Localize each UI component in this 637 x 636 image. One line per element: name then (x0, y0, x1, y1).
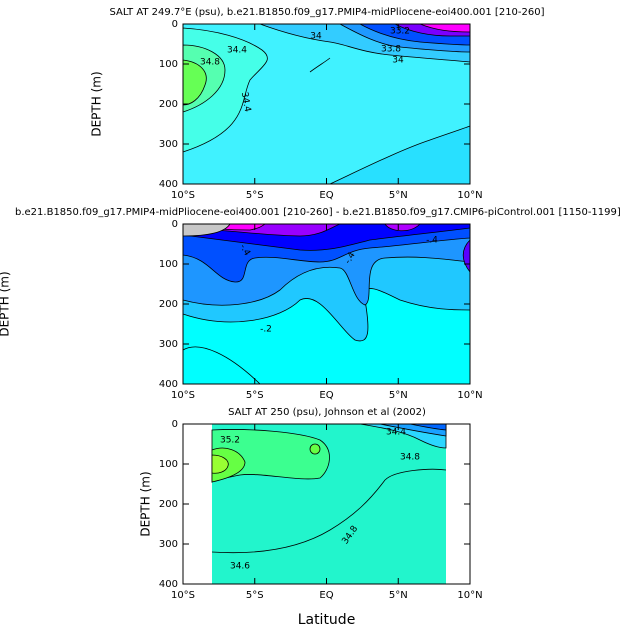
y-tick-label: 0 (172, 419, 178, 430)
x-tick-label: EQ (319, 590, 333, 601)
x-axis-label: Latitude (298, 612, 356, 628)
panel-3-fill (211, 423, 447, 584)
x-tick-label: 5°S (246, 590, 264, 601)
y-tick-label: 300 (159, 139, 178, 150)
y-tick-label: 100 (159, 459, 178, 470)
y-axis-label: DEPTH (m) (139, 471, 153, 536)
x-tick-label: 10°N (457, 190, 482, 201)
chart-title: SALT AT 250 (psu), Johnson et al (2002) (228, 407, 426, 418)
y-tick-label: 0 (172, 19, 178, 30)
y-tick-label: 0 (172, 219, 178, 230)
x-tick-label: EQ (319, 190, 333, 201)
panel-1-fill (182, 23, 471, 185)
x-tick-label: 10°N (457, 590, 482, 601)
contour-label: 33.8 (381, 45, 401, 55)
chart-title: b.e21.B1850.f09_g17.PMIP4-midPliocene-eo… (15, 207, 621, 218)
x-tick-label: 5°S (246, 190, 264, 201)
y-tick-label: 300 (159, 539, 178, 550)
y-tick-label: 300 (159, 339, 178, 350)
y-tick-label: 100 (159, 59, 178, 70)
x-tick-label: 10°N (457, 390, 482, 401)
panel-2-fill (182, 223, 471, 385)
contour-label: 34 (310, 32, 322, 42)
contour-label: 34.6 (230, 562, 250, 572)
y-tick-label: 400 (159, 579, 178, 590)
contour-label: 34 (392, 56, 404, 66)
contour-label: 34.4 (239, 91, 252, 113)
x-tick-label: 5°N (389, 190, 408, 201)
y-tick-label: 100 (159, 259, 178, 270)
x-tick-label: 10°S (171, 590, 195, 601)
y-axis-label: DEPTH (m) (90, 71, 104, 136)
y-tick-label: 400 (159, 379, 178, 390)
x-tick-label: 10°S (171, 190, 195, 201)
x-tick-label: 5°N (389, 590, 408, 601)
contour-label: 34.8 (400, 453, 420, 463)
y-tick-label: 200 (159, 299, 178, 310)
contour-label: 35.2 (220, 436, 240, 446)
x-tick-label: EQ (319, 390, 333, 401)
chart-title: SALT AT 249.7°E (psu), b.e21.B1850.f09_g… (109, 7, 544, 18)
x-tick-label: 10°S (171, 390, 195, 401)
y-tick-label: 200 (159, 499, 178, 510)
y-axis-label: DEPTH (m) (0, 271, 12, 336)
contour-label: 34.4 (227, 46, 247, 56)
y-tick-label: 200 (159, 99, 178, 110)
x-tick-label: 5°N (389, 390, 408, 401)
contour-label: -.2 (260, 325, 272, 335)
contour-label: 33.2 (390, 27, 410, 37)
y-tick-label: 400 (159, 179, 178, 190)
contour-label: 34.8 (200, 58, 220, 68)
contour-label: -.4 (426, 236, 438, 246)
x-tick-label: 5°S (246, 390, 264, 401)
contour-label: 34.4 (386, 428, 406, 438)
